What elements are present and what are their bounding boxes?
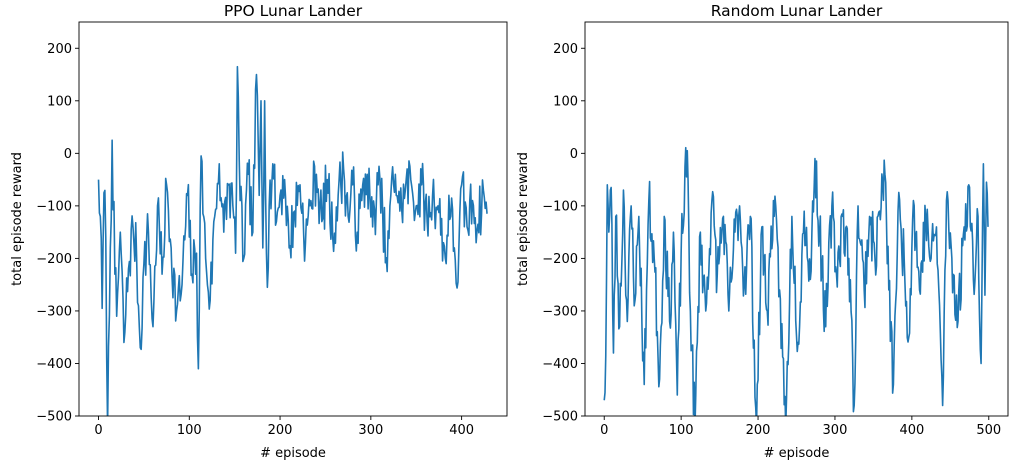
chart-panel-2: 0 100 200 300 400 500 −500 −400 −300 −200 −100 0 100… bbox=[516, 2, 1009, 461]
y-tick-label: −200 bbox=[542, 252, 578, 267]
y-tick-label: 0 bbox=[64, 147, 72, 162]
x-tick-label: 300 bbox=[358, 423, 383, 438]
x-tick-label: 200 bbox=[268, 423, 293, 438]
y-tick-label: −100 bbox=[36, 199, 72, 214]
x-axis-label: # episode bbox=[764, 446, 830, 461]
y-tick-label: −200 bbox=[36, 252, 72, 267]
x-tick-label: 0 bbox=[94, 423, 102, 438]
x-tick-label: 400 bbox=[899, 423, 924, 438]
plot-frame bbox=[584, 21, 1009, 417]
x-tick-label: 100 bbox=[177, 423, 202, 438]
x-tick-label: 200 bbox=[746, 423, 771, 438]
series-line bbox=[603, 146, 989, 416]
y-tick-label: −400 bbox=[36, 357, 72, 372]
y-tick-label: 0 bbox=[570, 147, 578, 162]
chart-title: Random Lunar Lander bbox=[711, 2, 883, 20]
x-tick-label: 500 bbox=[976, 423, 1001, 438]
x-tick-label: 100 bbox=[669, 423, 694, 438]
x-tick-label: 400 bbox=[449, 423, 474, 438]
y-tick-label: −500 bbox=[36, 410, 72, 425]
x-tick-label: 300 bbox=[823, 423, 848, 438]
y-tick-label: 100 bbox=[47, 94, 72, 109]
x-axis-label: # episode bbox=[260, 446, 326, 461]
x-tick-label: 0 bbox=[600, 423, 608, 438]
y-tick-label: 200 bbox=[47, 42, 72, 57]
y-tick-label: 200 bbox=[553, 42, 578, 57]
y-tick-label: −300 bbox=[542, 304, 578, 319]
chart-title: PPO Lunar Lander bbox=[224, 2, 363, 20]
y-axis-label: total episode reward bbox=[516, 152, 531, 286]
y-tick-label: −500 bbox=[542, 410, 578, 425]
plot-frame bbox=[78, 21, 508, 417]
y-tick-label: 100 bbox=[553, 94, 578, 109]
series-line bbox=[97, 65, 488, 416]
y-tick-label: −300 bbox=[36, 304, 72, 319]
y-tick-label: −400 bbox=[542, 357, 578, 372]
y-tick-label: −100 bbox=[542, 199, 578, 214]
y-axis-label: total episode reward bbox=[10, 152, 25, 286]
chart-panel-1: 0 100 200 300 400 −500 −400 −300 −200 −100 0 100 200… bbox=[10, 2, 508, 461]
